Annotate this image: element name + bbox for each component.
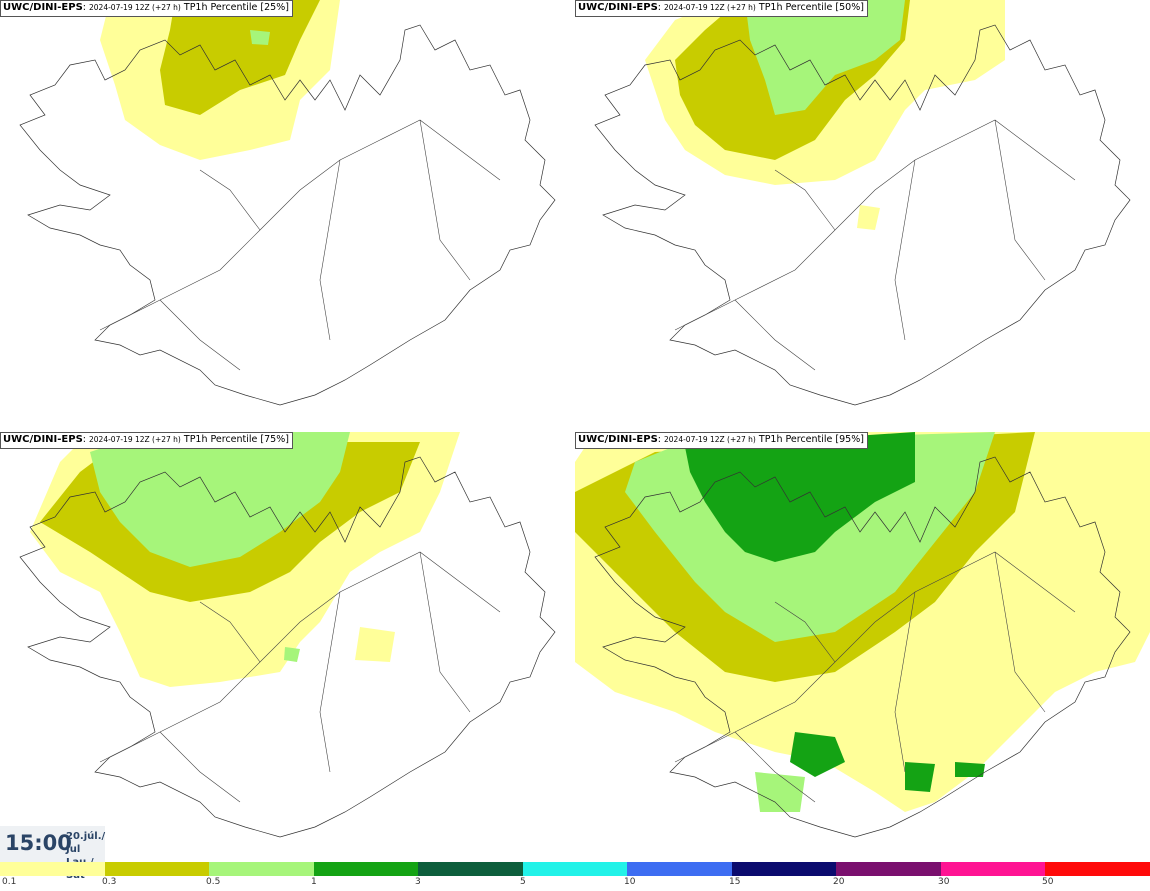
- color-legend: [0, 862, 1150, 876]
- legend-label: 0.3: [102, 877, 117, 887]
- legend-label: 10: [624, 877, 636, 887]
- map-panel-p75: UWC/DINI-EPS: 2024-07-19 12Z (+27 h) TP1…: [0, 432, 575, 864]
- legend-swatch: [0, 862, 105, 876]
- legend-labels: 0.1 0.3 0.5 1 3 5 10 15 20 30 50: [0, 877, 1150, 891]
- panel-title: UWC/DINI-EPS: 2024-07-19 12Z (+27 h) TP1…: [0, 0, 293, 17]
- precip-map-p25: [19, 0, 556, 406]
- legend-label: 30: [938, 877, 950, 887]
- model-name: UWC/DINI-EPS: [578, 2, 658, 13]
- run-time: 2024-07-19 12Z (+27 h): [89, 435, 181, 444]
- legend-swatch: [418, 862, 523, 876]
- legend-label: 15: [729, 877, 741, 887]
- legend-swatch: [836, 862, 941, 876]
- legend-swatch: [522, 862, 628, 876]
- valid-date-line: 20.júl./ Jul: [66, 831, 106, 855]
- legend-label: 5: [520, 877, 526, 887]
- legend-label: 1: [311, 877, 317, 887]
- precip-map-p50: [594, 0, 1131, 406]
- legend-swatch: [731, 862, 837, 876]
- precip-map-p75: [19, 432, 556, 838]
- legend-label: 0.5: [206, 877, 221, 887]
- model-name: UWC/DINI-EPS: [578, 434, 658, 445]
- model-name: UWC/DINI-EPS: [3, 2, 83, 13]
- legend-swatch: [104, 862, 210, 876]
- legend-label: 0.1: [2, 877, 17, 887]
- precip-map-p95: [575, 432, 1150, 838]
- field-name: TP1h Percentile [95%]: [758, 434, 864, 445]
- map-panel-p25: UWC/DINI-EPS: 2024-07-19 12Z (+27 h) TP1…: [0, 0, 575, 432]
- legend-label: 3: [415, 877, 421, 887]
- panel-title: UWC/DINI-EPS: 2024-07-19 12Z (+27 h) TP1…: [0, 432, 293, 449]
- panel-title: UWC/DINI-EPS: 2024-07-19 12Z (+27 h) TP1…: [575, 432, 868, 449]
- map-panel-p95: UWC/DINI-EPS: 2024-07-19 12Z (+27 h) TP1…: [575, 432, 1150, 864]
- legend-swatch: [940, 862, 1046, 876]
- map-panel-p50: UWC/DINI-EPS: 2024-07-19 12Z (+27 h) TP1…: [575, 0, 1150, 432]
- valid-time-clock: 15:00: [5, 831, 72, 855]
- run-time: 2024-07-19 12Z (+27 h): [89, 3, 181, 12]
- field-name: TP1h Percentile [75%]: [183, 434, 289, 445]
- run-time: 2024-07-19 12Z (+27 h): [664, 435, 756, 444]
- legend-swatch: [1045, 862, 1150, 876]
- legend-swatch: [627, 862, 732, 876]
- legend-label: 50: [1042, 877, 1054, 887]
- legend-label: 20: [833, 877, 845, 887]
- field-name: TP1h Percentile [25%]: [183, 2, 289, 13]
- run-time: 2024-07-19 12Z (+27 h): [664, 3, 756, 12]
- panel-title: UWC/DINI-EPS: 2024-07-19 12Z (+27 h) TP1…: [575, 0, 868, 17]
- model-name: UWC/DINI-EPS: [3, 434, 83, 445]
- field-name: TP1h Percentile [50%]: [758, 2, 864, 13]
- valid-time-box: 15:00 20.júl./ Jul Lau./ Sat: [0, 826, 106, 881]
- legend-swatch: [313, 862, 419, 876]
- legend-swatch: [209, 862, 314, 876]
